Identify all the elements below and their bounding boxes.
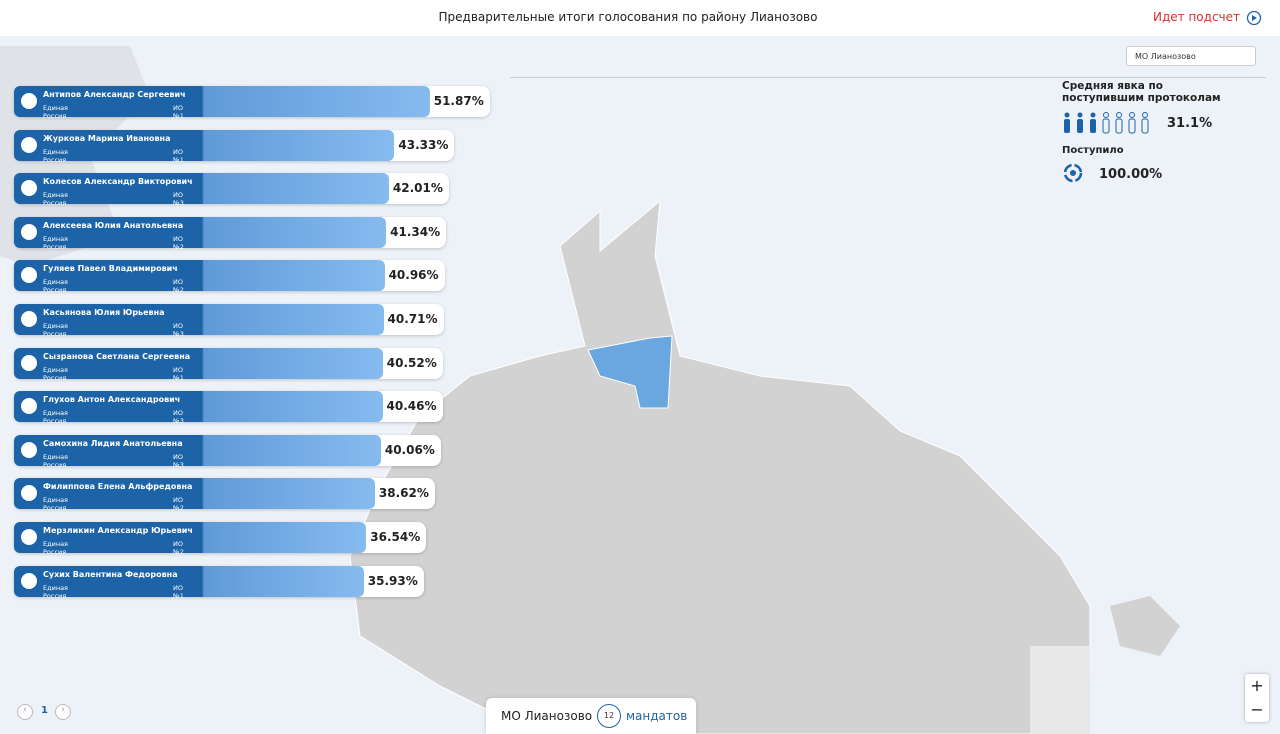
party-logo	[21, 572, 37, 589]
candidate-name: Глухов Антон Александрович	[43, 395, 181, 405]
party-logo	[21, 529, 37, 545]
candidate-district: ИО №3	[173, 322, 184, 338]
result-bar	[14, 347, 383, 379]
result-percent: 38.62%	[378, 486, 429, 501]
footer-district: МО Лианозово	[501, 709, 593, 723]
received-label: Поступило	[1062, 145, 1124, 156]
count-status: Идет подсчет	[1153, 10, 1241, 24]
candidate-district: ИО №2	[173, 278, 184, 295]
play-button[interactable]	[1246, 10, 1262, 26]
candidate-party: Единая Россия	[43, 234, 68, 251]
candidate-district: ИО №3	[173, 452, 184, 469]
result-bar	[14, 304, 384, 335]
zoom-panel	[1245, 674, 1269, 722]
received-icon	[1063, 163, 1083, 183]
result-percent: 51.87%	[433, 94, 484, 108]
result-bar	[14, 434, 381, 466]
candidate-party: Единая Россия	[43, 322, 68, 338]
party-logo	[21, 485, 37, 502]
result-percent: 40.46%	[386, 399, 437, 414]
divider	[510, 77, 1266, 78]
candidate-name: Журкова Марина Ивановна	[43, 133, 171, 143]
candidate-name: Филиппова Елена Альфредовна	[43, 482, 193, 492]
candidate-district: ИО №2	[173, 496, 184, 513]
zoom-out[interactable]: −	[1250, 700, 1264, 719]
candidate-name: Антипов Александр Сергеевич	[43, 90, 186, 99]
candidate-district: ИО №1	[173, 365, 184, 382]
result-percent: 43.33%	[398, 137, 449, 152]
mandates-label: мандатов	[626, 709, 688, 723]
candidate-name: Касьянова Юлия Юрьевна	[43, 308, 165, 317]
party-logo	[21, 267, 37, 284]
result-percent: 40.06%	[384, 442, 435, 457]
district-select[interactable]: МО Лианозово	[1126, 46, 1256, 66]
candidate-party: Единая Россия	[43, 583, 68, 600]
candidate-party: Единая Россия	[43, 365, 68, 382]
candidate-district: ИО №2	[173, 540, 184, 556]
result-percent: 35.93%	[367, 573, 418, 588]
result-percent: 41.34%	[390, 224, 441, 239]
zoom-in[interactable]: +	[1250, 676, 1264, 695]
result-percent: 40.71%	[387, 312, 438, 326]
prev-page[interactable]: ‹	[17, 704, 33, 720]
page-number[interactable]: 1	[41, 705, 48, 716]
result-percent: 40.52%	[386, 355, 437, 370]
result-bar	[14, 391, 383, 423]
candidate-district: ИО №3	[173, 191, 184, 208]
turnout-label: Средняя явка по поступившим протоколам	[1062, 80, 1221, 104]
candidate-party: Единая Россия	[43, 278, 68, 295]
party-logo	[21, 441, 37, 458]
turnout-value: 31.1%	[1167, 116, 1213, 131]
party-logo	[21, 136, 37, 153]
result-bar	[14, 522, 367, 553]
candidate-name: Самохина Лидия Анатольевна	[43, 438, 183, 448]
result-percent: 42.01%	[392, 181, 443, 196]
result-percent: 36.54%	[370, 530, 421, 544]
candidate-district: ИО №1	[173, 583, 184, 600]
candidate-party: Единая Россия	[43, 147, 68, 164]
mandates-count: 12	[597, 704, 621, 728]
candidate-party: Единая Россия	[43, 191, 68, 208]
candidate-party: Единая Россия	[43, 409, 68, 426]
candidate-name: Гуляев Павел Владимирович	[43, 264, 178, 274]
party-logo	[21, 180, 37, 197]
page-title: Предварительные итоги голосования по рай…	[438, 10, 818, 24]
candidate-district: ИО №1	[173, 147, 184, 164]
party-logo	[21, 398, 37, 415]
party-logo	[21, 223, 37, 240]
candidate-district: ИО №3	[173, 409, 184, 426]
candidate-name: Алексеева Юлия Анатольевна	[43, 220, 184, 230]
result-bar	[14, 129, 395, 161]
party-logo	[21, 354, 37, 371]
candidate-party: Единая Россия	[43, 452, 68, 469]
turnout-icons	[1064, 112, 1149, 134]
result-bar	[14, 216, 387, 248]
result-bar	[14, 86, 430, 117]
next-page[interactable]: ›	[55, 704, 71, 720]
top-bar	[0, 0, 1280, 36]
candidate-name: Сухих Валентина Федоровна	[43, 569, 178, 579]
received-value: 100.00%	[1099, 167, 1163, 182]
candidate-name: Колесов Александр Викторович	[43, 177, 193, 187]
result-percent: 40.96%	[388, 268, 439, 283]
candidate-party: Единая Россия	[43, 540, 68, 556]
candidate-party: Единая Россия	[43, 104, 68, 120]
result-bar	[14, 478, 375, 510]
candidate-name: Мерзликин Александр Юрьевич	[43, 526, 193, 535]
candidate-district: ИО №2	[173, 234, 184, 251]
candidate-party: Единая Россия	[43, 496, 68, 513]
result-bar	[14, 173, 389, 205]
candidate-district: ИО №1	[173, 104, 184, 120]
result-bar	[14, 260, 385, 292]
footer-panel	[486, 698, 696, 734]
candidate-name: Сызранова Светлана Сергеевна	[43, 351, 191, 361]
party-logo	[21, 93, 37, 109]
result-bar	[14, 565, 364, 597]
party-logo	[21, 311, 37, 327]
